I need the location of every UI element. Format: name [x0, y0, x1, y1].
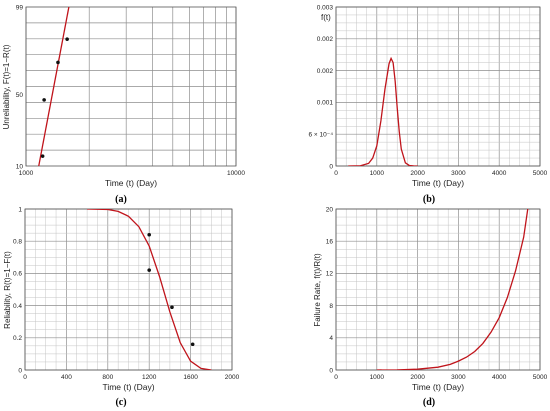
x-tick-label: 1000	[370, 374, 385, 381]
y-tick-label: 0.002	[317, 68, 334, 75]
series-line	[376, 209, 529, 370]
panel-a: 1000 10000 10 50 99 Time (t) (Day) Unreliabili…	[2, 4, 245, 188]
panel-d: 0 1000 2000 3000 4000 5000 0 4 8 12 16 20 Time (t) (…	[313, 206, 548, 392]
y-tick-label: 12	[326, 271, 334, 278]
series-line	[87, 209, 212, 370]
data-layer	[38, 7, 70, 166]
plot-frame	[335, 208, 541, 371]
grid	[24, 208, 233, 371]
y-axis-label: Reliability, R(t)=1−F(t)	[3, 251, 12, 329]
x-tick-label: 1600	[183, 374, 198, 381]
x-axis-label: Time (t) (Day)	[105, 178, 157, 188]
panel-c-caption: (c)	[115, 397, 126, 408]
y-axis-label: Failure Rate, f(t)/R(t)	[313, 253, 322, 327]
data-layer	[376, 209, 529, 370]
grid	[335, 208, 541, 371]
x-tick-label: 10000	[227, 170, 245, 177]
y-tick-label: 50	[16, 92, 24, 99]
y-tick-label: 0.6	[13, 271, 22, 278]
data-point	[147, 268, 151, 272]
y-tick-label: 1	[18, 206, 22, 213]
x-tick-label: 0	[23, 374, 27, 381]
x-tick-label: 0	[334, 170, 338, 177]
data-layer	[348, 56, 418, 166]
y-tick-label: 99	[16, 4, 24, 11]
data-point	[40, 154, 45, 158]
y-tick-label: 0	[329, 367, 333, 374]
y-tick-label: 10	[16, 163, 24, 170]
data-point	[190, 342, 195, 347]
data-point	[170, 305, 174, 310]
grid	[335, 6, 541, 167]
plot-frame	[25, 6, 237, 167]
grid	[25, 7, 237, 166]
x-tick-label: 1000	[370, 170, 385, 177]
y-tick-label: 0	[18, 367, 22, 374]
x-tick-label: 5000	[533, 374, 548, 381]
x-tick-label: 5000	[533, 170, 548, 177]
panel-b: 0 1000 2000 3000 4000 5000 0 6 × 10⁻⁴ 0.001 0.002…	[309, 4, 548, 188]
x-axis-label: Time (t) (Day)	[102, 382, 154, 392]
data-layer	[87, 209, 212, 370]
y-tick-label: 8	[329, 303, 333, 310]
x-axis-label: Time (t) (Day)	[412, 178, 464, 188]
x-tick-label: 3000	[451, 170, 466, 177]
data-point	[65, 37, 69, 41]
data-point	[42, 98, 46, 102]
plot-frame	[335, 6, 541, 167]
y-tick-label: 0	[329, 163, 333, 170]
plot-frame	[24, 208, 233, 371]
panel-a-caption: (a)	[115, 194, 127, 205]
y-tick-label: 0.2	[13, 335, 22, 342]
x-tick-label: 4000	[492, 170, 507, 177]
x-tick-label: 2000	[410, 374, 425, 381]
x-axis-label: Time (t) (Day)	[412, 382, 464, 392]
panel-c: 0 400 800 1200 1600 2000 0 0.2 0.4 0.6 0.8 1 Time (t…	[3, 206, 240, 392]
x-tick-label: 2000	[410, 170, 425, 177]
x-tick-label: 400	[61, 374, 72, 381]
panel-d-caption: (d)	[423, 397, 435, 408]
x-tick-label: 1000	[19, 170, 34, 177]
y-axis-label: Unreliability, F(t)=1−R(t)	[2, 44, 11, 129]
x-tick-label: 2000	[225, 374, 240, 381]
y-tick-label: 0.4	[13, 303, 22, 310]
data-point	[147, 232, 151, 237]
series-line	[348, 56, 418, 166]
y-tick-label: 6 × 10⁻⁴	[309, 132, 334, 139]
y-tick-label: 16	[326, 239, 334, 246]
y-tick-label: 0.001	[317, 100, 334, 107]
x-tick-label: 0	[334, 374, 338, 381]
y-tick-label: 4	[329, 335, 333, 342]
y-tick-label: 0.003	[317, 4, 334, 11]
data-point	[56, 60, 60, 65]
x-tick-label: 1200	[142, 374, 157, 381]
x-tick-label: 3000	[451, 374, 466, 381]
x-tick-label: 4000	[492, 374, 507, 381]
y-tick-label: 0.002	[317, 36, 334, 43]
x-tick-label: 800	[102, 374, 113, 381]
y-tick-label: 0.8	[13, 239, 22, 246]
y-axis-label: f(t)	[321, 13, 331, 22]
y-tick-label: 20	[326, 206, 334, 213]
panel-b-caption: (b)	[423, 194, 435, 205]
series-line	[38, 7, 70, 166]
